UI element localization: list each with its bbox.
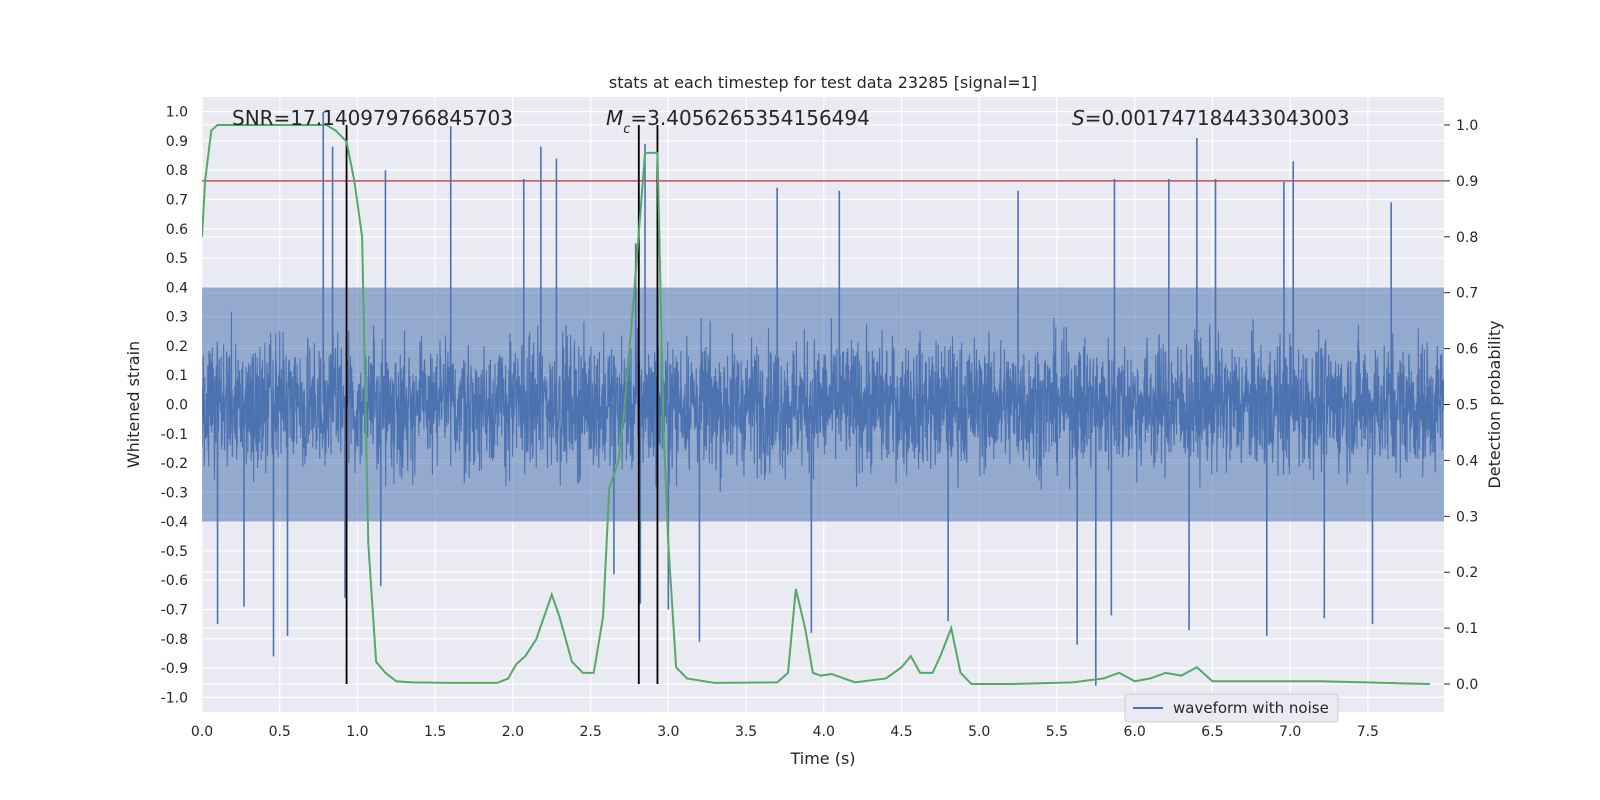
legend: waveform with noise: [1124, 693, 1339, 723]
y-tick-label-left: 0.8: [166, 163, 188, 179]
x-tick-label: 6.5: [1201, 724, 1223, 740]
x-tick-label: 3.0: [657, 724, 679, 740]
x-tick-label: 1.5: [424, 724, 446, 740]
y-axis-label-right: Detection probability: [1485, 320, 1504, 488]
x-tick-label: 5.0: [968, 724, 990, 740]
y-ticks-right: 1.0 0.9 0.8 0.7 0.6 0.5 0.4 0.3 0.2 0.1 0.0: [1444, 118, 1478, 693]
y-tick-label-left: 0.4: [166, 280, 188, 296]
y-tick-label-right: 0.0: [1456, 677, 1478, 693]
y-tick-label-left: -0.6: [161, 573, 188, 589]
x-tick-label: 0.0: [191, 724, 213, 740]
y-tick-label-left: 0.2: [166, 339, 188, 355]
mc-subscript: c: [623, 122, 630, 137]
y-tick-label-right: 0.5: [1456, 398, 1478, 414]
y-tick-label-left: 1.0: [166, 105, 188, 121]
y-tick-label-right: 0.8: [1456, 230, 1478, 246]
y-tick-label-left: 0.6: [166, 222, 188, 238]
snr-annotation: SNR=17.140979766845703: [232, 106, 513, 130]
y-ticks-left: 1.0 0.9 0.8 0.7 0.6 0.5 0.4 0.3 0.2 0.1 0.0 -0.1 -0.…: [161, 105, 188, 707]
y-tick-label-right: 0.2: [1456, 565, 1478, 581]
detection-probability-series: [202, 123, 1431, 686]
x-tick-label: 1.0: [346, 724, 368, 740]
y-tick-label-right: 0.4: [1456, 453, 1478, 469]
chirp-mass-annotation: Mc=3.4056265354156494: [606, 106, 870, 137]
x-axis-label: Time (s): [789, 749, 855, 768]
y-tick-label-right: 0.3: [1456, 509, 1478, 525]
y-tick-label-left: 0.5: [166, 251, 188, 267]
x-tick-label: 4.0: [813, 724, 835, 740]
y-tick-label-right: 0.9: [1456, 174, 1478, 190]
y-tick-label-left: -0.1: [161, 427, 188, 443]
chart-title: stats at each timestep for test data 232…: [609, 73, 1037, 92]
s-annotation: S=0.001747184433043003: [1072, 106, 1350, 130]
y-tick-label-left: -1.0: [161, 690, 188, 706]
legend-entry: waveform with noise: [1173, 699, 1329, 717]
s-symbol: S: [1072, 106, 1085, 130]
x-tick-label: 6.0: [1124, 724, 1146, 740]
vertical-lines: [345, 124, 659, 685]
waveform-series: [202, 111, 1444, 686]
y-tick-label-left: -0.2: [161, 456, 188, 472]
y-tick-label-right: 0.7: [1456, 286, 1478, 302]
x-tick-label: 2.0: [502, 724, 524, 740]
x-tick-label: 3.5: [735, 724, 757, 740]
y-tick-label-left: 0.1: [166, 368, 188, 384]
x-tick-label: 4.5: [890, 724, 912, 740]
y-tick-label-left: -0.5: [161, 544, 188, 560]
y-tick-label-left: -0.4: [161, 515, 188, 531]
y-tick-label-right: 0.1: [1456, 621, 1478, 637]
probability-line: [202, 123, 1431, 686]
x-ticks: 0.0 0.5 1.0 1.5 2.0 2.5 3.0 3.5 4.0 4.5 5.0 5.5 6.0 6…: [191, 724, 1379, 740]
mc-symbol: M: [606, 106, 623, 130]
y-tick-label-left: -0.3: [161, 485, 188, 501]
x-tick-label: 7.5: [1357, 724, 1379, 740]
y-axis-label-left: Whitened strain: [124, 341, 143, 468]
legend-box: [1124, 693, 1339, 723]
x-tick-label: 7.0: [1279, 724, 1301, 740]
y-tick-label-right: 0.6: [1456, 342, 1478, 358]
y-tick-label-right: 1.0: [1456, 118, 1478, 134]
y-tick-label-left: -0.7: [161, 603, 188, 619]
mc-value: =3.4056265354156494: [630, 106, 869, 130]
x-tick-label: 2.5: [579, 724, 601, 740]
s-value: =0.001747184433043003: [1085, 106, 1350, 130]
y-tick-label-left: 0.0: [166, 398, 188, 414]
x-tick-label: 0.5: [269, 724, 291, 740]
y-tick-label-left: -0.9: [161, 661, 188, 677]
y-tick-label-left: 0.3: [166, 310, 188, 326]
y-tick-label-left: 0.7: [166, 193, 188, 209]
waveform-core-band: [202, 287, 1444, 522]
y-tick-label-left: 0.9: [166, 134, 188, 150]
x-tick-label: 5.5: [1046, 724, 1068, 740]
y-tick-label-left: -0.8: [161, 632, 188, 648]
